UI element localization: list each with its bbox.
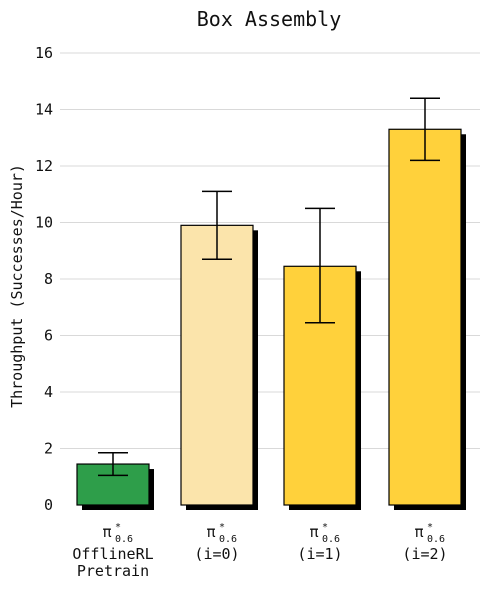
superscript: * — [219, 522, 225, 533]
y-tick-label: 8 — [44, 270, 53, 288]
y-tick-label: 12 — [35, 157, 53, 175]
chart-title: Box Assembly — [197, 7, 342, 31]
x-tick-label: π *0.6(i=1) — [297, 522, 342, 563]
subscript: 0.6 — [322, 534, 340, 545]
y-tick-label: 2 — [44, 440, 53, 458]
y-tick-label: 4 — [44, 383, 53, 401]
superscript: * — [427, 522, 433, 533]
y-tick-label: 14 — [35, 101, 53, 119]
bar — [180, 224, 254, 506]
gridlines — [60, 52, 480, 449]
error-bars — [98, 97, 440, 477]
subscript: 0.6 — [219, 534, 237, 545]
pi-symbol: π — [206, 523, 215, 541]
pi-symbol: π — [414, 523, 423, 541]
x-tick-line: Pretrain — [77, 562, 149, 580]
subscript: 0.6 — [115, 534, 133, 545]
superscript: * — [115, 522, 121, 533]
bars — [76, 128, 466, 510]
pi-symbol: π — [309, 523, 318, 541]
x-tick-label: π *0.6(i=2) — [402, 522, 447, 563]
y-tick-label: 0 — [44, 496, 53, 514]
y-tick-label: 6 — [44, 327, 53, 345]
bar — [388, 128, 462, 506]
x-tick-line: (i=2) — [402, 545, 447, 563]
y-tick-label: 10 — [35, 214, 53, 232]
x-tick-line: (i=1) — [297, 545, 342, 563]
y-axis-label: Throughput (Successes/Hour) — [8, 164, 26, 408]
x-tick-line: OfflineRL — [72, 545, 153, 563]
y-axis-ticks: 0 2 4 6 8 10 12 14 16 — [35, 44, 53, 514]
y-tick-label: 16 — [35, 44, 53, 62]
superscript: * — [322, 522, 328, 533]
subscript: 0.6 — [427, 534, 445, 545]
x-tick-line: (i=0) — [194, 545, 239, 563]
pi-symbol: π — [102, 523, 111, 541]
x-tick-label: π *0.6(i=0) — [194, 522, 239, 563]
